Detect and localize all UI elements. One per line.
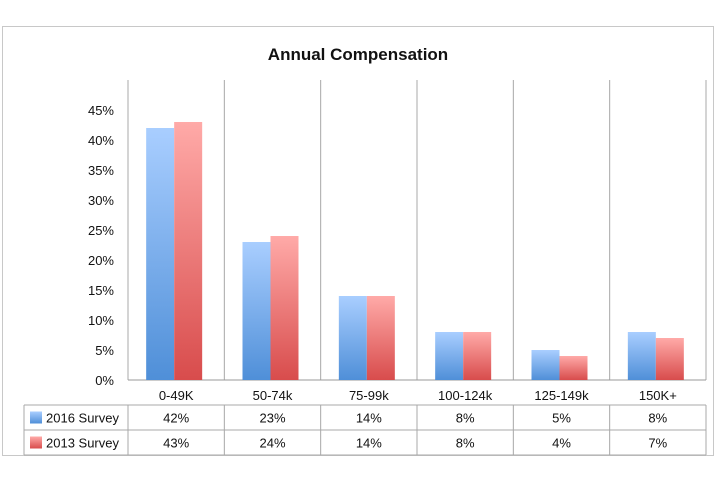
data-table-cell: 7% — [648, 436, 667, 451]
data-table-cell: 24% — [259, 436, 285, 451]
y-tick-label: 5% — [95, 343, 114, 358]
data-table-cell: 5% — [552, 411, 571, 426]
bar-series1 — [146, 128, 175, 380]
data-table-cell: 14% — [356, 411, 382, 426]
legend-label: 2016 Survey — [46, 411, 119, 426]
bar-series2 — [559, 356, 588, 380]
legend-label: 2013 Survey — [46, 436, 119, 451]
chart-title: Annual Compensation — [268, 45, 448, 64]
x-tick-label: 0-49K — [159, 388, 194, 403]
data-table-cell: 8% — [456, 436, 475, 451]
bar-series2 — [174, 122, 203, 380]
y-tick-label: 40% — [88, 133, 114, 148]
data-table-cell: 8% — [456, 411, 475, 426]
bar-series2 — [655, 338, 684, 380]
x-tick-label: 50-74k — [253, 388, 293, 403]
x-tick-label: 75-99k — [349, 388, 389, 403]
bar-series2 — [463, 332, 492, 380]
legend-swatch — [30, 411, 42, 424]
y-tick-label: 45% — [88, 103, 114, 118]
chart-frame — [2, 26, 714, 456]
legend-swatch — [30, 436, 42, 449]
y-tick-label: 20% — [88, 253, 114, 268]
y-tick-label: 10% — [88, 313, 114, 328]
x-tick-label: 125-149k — [534, 388, 589, 403]
x-tick-label: 100-124k — [438, 388, 493, 403]
bar-series2 — [270, 236, 299, 380]
data-table-cell: 4% — [552, 436, 571, 451]
x-tick-label: 150K+ — [639, 388, 677, 403]
bar-series1 — [338, 296, 367, 380]
y-tick-label: 30% — [88, 193, 114, 208]
data-table-cell: 42% — [163, 411, 189, 426]
data-table-cell: 14% — [356, 436, 382, 451]
bar-series2 — [366, 296, 395, 380]
bar-series1 — [627, 332, 656, 380]
data-table-cell: 23% — [259, 411, 285, 426]
bar-series1 — [435, 332, 464, 380]
bar-series1 — [242, 242, 271, 380]
y-tick-label: 25% — [88, 223, 114, 238]
data-table-cell: 43% — [163, 436, 189, 451]
y-tick-label: 15% — [88, 283, 114, 298]
y-tick-label: 35% — [88, 163, 114, 178]
y-tick-label: 0% — [95, 373, 114, 388]
bar-series1 — [531, 350, 560, 380]
data-table-cell: 8% — [648, 411, 667, 426]
